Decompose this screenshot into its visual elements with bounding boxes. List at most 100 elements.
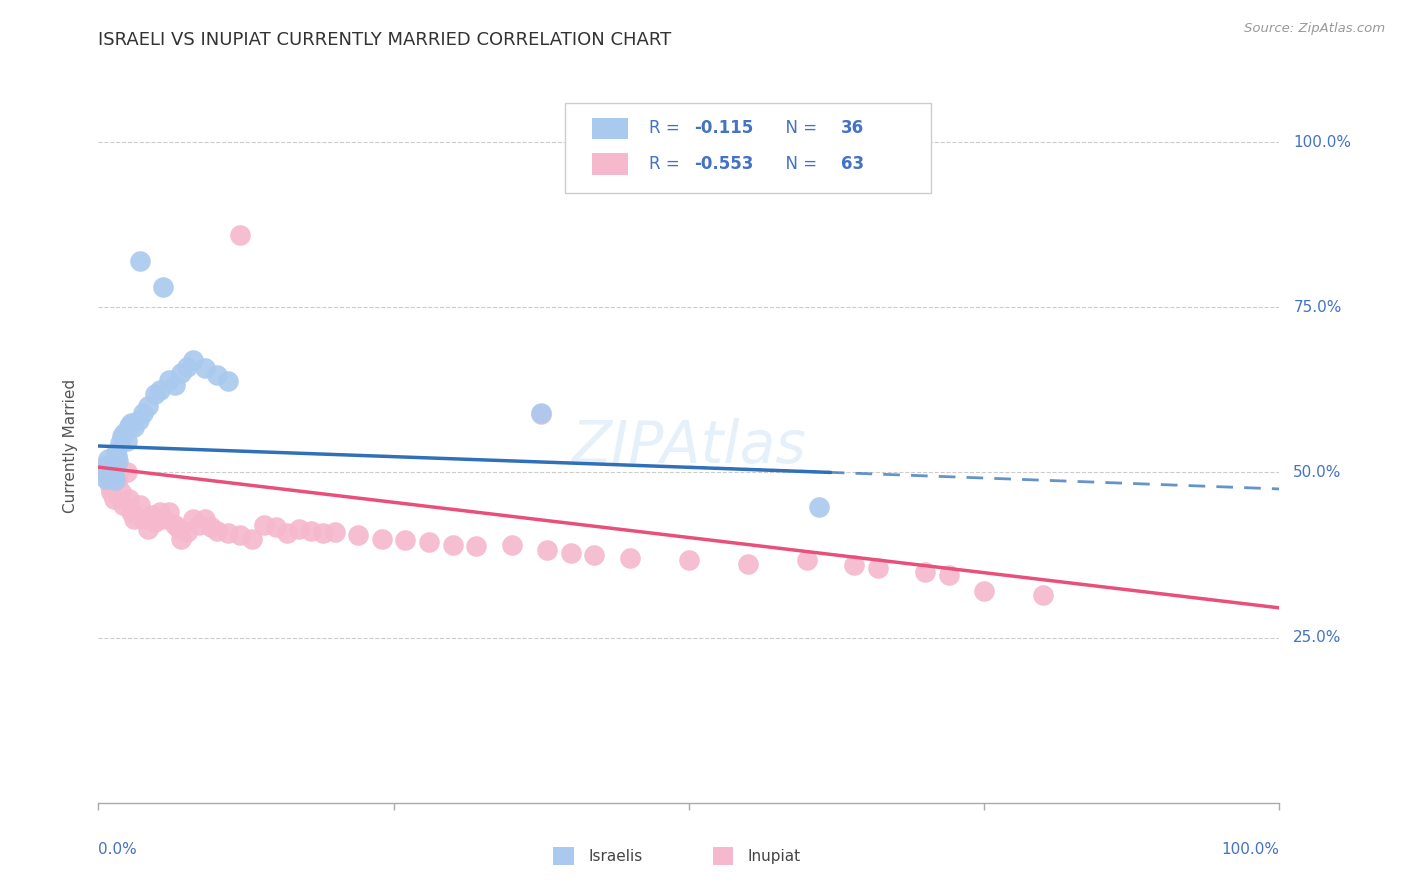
Point	[115, 434, 138, 448]
FancyBboxPatch shape	[565, 103, 931, 193]
Point	[165, 378, 187, 392]
Text: N =: N =	[775, 155, 823, 173]
Point	[136, 400, 159, 414]
Point	[100, 485, 122, 500]
Text: R =: R =	[648, 155, 685, 173]
Point	[143, 515, 166, 529]
Point	[104, 474, 127, 488]
Point	[136, 522, 159, 536]
Point	[323, 524, 346, 539]
Point	[194, 511, 217, 525]
Point	[103, 467, 125, 481]
Point	[253, 518, 276, 533]
Point	[96, 466, 118, 480]
Point	[619, 551, 641, 566]
Point	[200, 519, 222, 533]
Text: ZIPAtlas: ZIPAtlas	[572, 417, 806, 475]
Point	[93, 458, 115, 473]
Point	[132, 406, 155, 420]
Point	[501, 538, 523, 552]
Point	[205, 368, 228, 382]
Point	[205, 524, 228, 538]
Point	[1032, 588, 1054, 602]
Point	[181, 511, 204, 525]
Point	[108, 435, 131, 450]
Point	[371, 532, 394, 546]
Point	[276, 526, 298, 541]
Point	[122, 420, 145, 434]
FancyBboxPatch shape	[592, 118, 627, 139]
Point	[143, 387, 166, 401]
Point	[112, 425, 135, 440]
Point	[165, 518, 187, 533]
Point	[107, 472, 129, 486]
Point	[107, 453, 129, 467]
Point	[167, 522, 190, 536]
Point	[98, 462, 121, 476]
Point	[121, 505, 143, 519]
Text: 63: 63	[841, 155, 865, 173]
Point	[181, 353, 204, 368]
Point	[194, 361, 217, 376]
Point	[115, 466, 138, 480]
Point	[394, 533, 416, 547]
FancyBboxPatch shape	[553, 847, 574, 865]
Text: ISRAELI VS INUPIAT CURRENTLY MARRIED CORRELATION CHART: ISRAELI VS INUPIAT CURRENTLY MARRIED COR…	[98, 31, 672, 49]
Text: 0.0%: 0.0%	[98, 842, 138, 856]
Point	[347, 528, 370, 542]
Point	[866, 561, 889, 575]
Point	[152, 280, 174, 294]
Point	[418, 534, 440, 549]
Point	[844, 558, 866, 572]
Point	[105, 445, 128, 459]
Point	[101, 456, 124, 470]
Text: 75.0%: 75.0%	[1294, 300, 1341, 315]
Point	[914, 565, 936, 579]
Point	[530, 406, 553, 420]
Point	[118, 419, 141, 434]
Point	[94, 472, 117, 486]
Text: R =: R =	[648, 120, 685, 137]
Point	[240, 532, 263, 546]
Point	[441, 538, 464, 552]
Point	[299, 524, 322, 538]
Point	[110, 485, 132, 500]
FancyBboxPatch shape	[592, 153, 627, 175]
Point	[128, 412, 150, 426]
Point	[176, 524, 198, 539]
Text: 100.0%: 100.0%	[1222, 842, 1279, 856]
Point	[98, 478, 121, 492]
Text: Source: ZipAtlas.com: Source: ZipAtlas.com	[1244, 22, 1385, 36]
Point	[121, 416, 143, 430]
Point	[229, 528, 252, 542]
Text: Israelis: Israelis	[589, 849, 643, 863]
Point	[149, 505, 172, 519]
Text: 50.0%: 50.0%	[1294, 465, 1341, 480]
Point	[105, 449, 128, 463]
Point	[132, 511, 155, 525]
Point	[122, 511, 145, 525]
Point	[217, 374, 239, 388]
Point	[103, 491, 125, 506]
Point	[807, 500, 830, 514]
Point	[118, 491, 141, 506]
Point	[141, 508, 163, 523]
Text: 36: 36	[841, 120, 865, 137]
Point	[170, 367, 193, 381]
Point	[465, 540, 488, 554]
Point	[678, 552, 700, 566]
Point	[530, 407, 553, 421]
Point	[112, 499, 135, 513]
Point	[157, 505, 180, 519]
FancyBboxPatch shape	[713, 847, 733, 865]
Point	[536, 543, 558, 558]
Point	[312, 526, 335, 541]
Text: -0.115: -0.115	[693, 120, 754, 137]
Point	[176, 359, 198, 374]
Point	[737, 557, 759, 571]
Point	[96, 458, 118, 473]
Text: -0.553: -0.553	[693, 155, 754, 173]
Point	[98, 472, 121, 486]
Point	[128, 254, 150, 268]
Point	[796, 552, 818, 566]
